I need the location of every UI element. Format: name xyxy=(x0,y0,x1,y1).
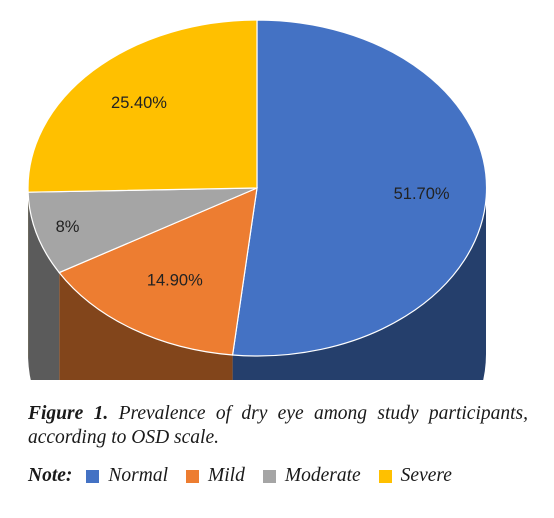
pie-slice-mild xyxy=(58,187,258,356)
legend-label-severe: Severe xyxy=(400,465,452,486)
legend-label-moderate: Moderate xyxy=(284,465,361,486)
legend-note-label: Note: xyxy=(28,465,73,486)
legend-label-normal: Normal xyxy=(108,465,169,486)
pie-chart: 51.70% 14.90% 8% 25.40% xyxy=(27,19,488,380)
legend-item-moderate: Moderate xyxy=(262,465,361,487)
legend-swatch-mild xyxy=(186,469,200,483)
data-label-normal: 51.70% xyxy=(394,185,450,203)
pie-tops xyxy=(27,19,488,357)
pie-labels: 51.70% 14.90% 8% 25.40% xyxy=(56,94,450,290)
legend-item-mild: Mild xyxy=(186,465,245,487)
pie-side-moderate xyxy=(28,192,60,380)
pie-slice-severe xyxy=(27,19,258,193)
pie-side-normal xyxy=(232,188,486,380)
pie-slice-moderate xyxy=(27,187,258,274)
pie-slice-normal xyxy=(231,19,488,357)
pie-sides xyxy=(28,188,486,380)
figure-caption-text: Prevalence of dry eye among study partic… xyxy=(28,403,529,448)
legend-label-mild: Mild xyxy=(208,465,245,486)
figure-caption: Figure 1. Prevalence of dry eye among st… xyxy=(28,402,528,450)
legend-item-severe: Severe xyxy=(378,465,452,487)
legend: Note: Normal Mild Moderate Severe xyxy=(28,463,538,489)
data-label-mild: 14.90% xyxy=(147,271,203,289)
legend-item-normal: Normal xyxy=(86,465,168,487)
legend-swatch-severe xyxy=(378,469,392,483)
figure-label: Figure 1. xyxy=(28,403,109,424)
data-label-moderate: 8% xyxy=(56,218,80,236)
pie-side-mild xyxy=(59,272,233,380)
legend-swatch-normal xyxy=(86,469,100,483)
data-label-severe: 25.40% xyxy=(111,94,167,112)
legend-swatch-moderate xyxy=(262,469,276,483)
